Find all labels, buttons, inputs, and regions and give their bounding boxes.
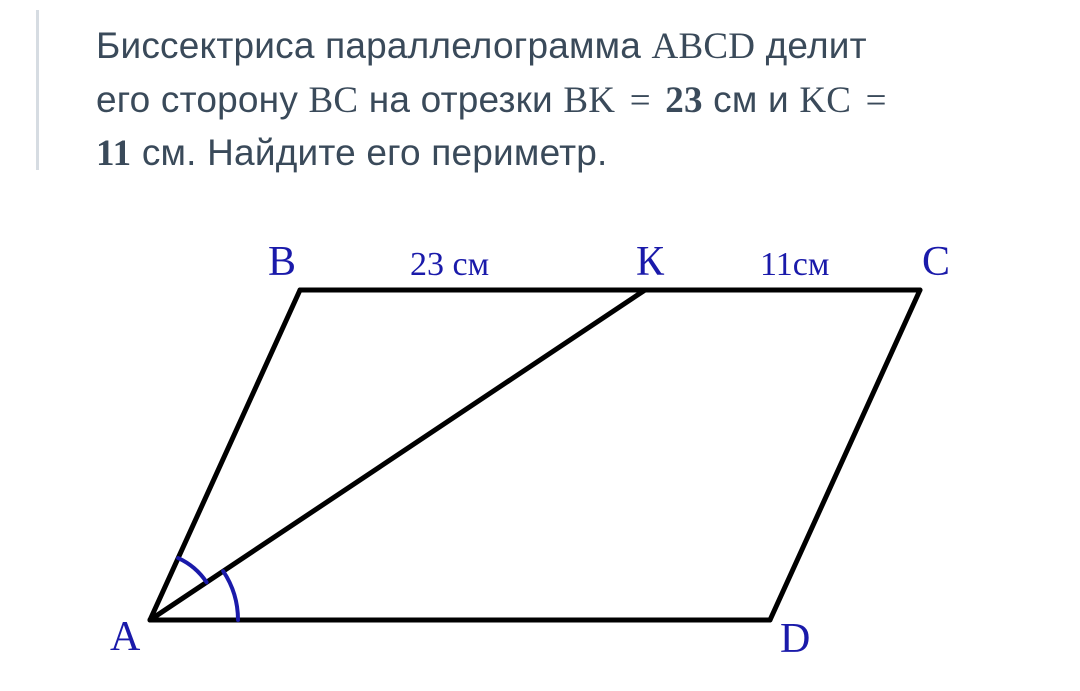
label-c: C xyxy=(922,239,950,285)
var-bk: BK xyxy=(563,80,615,121)
label-a: A xyxy=(110,614,141,660)
unit-cm: см xyxy=(713,79,757,120)
label-d: D xyxy=(780,616,810,662)
figure-svg: A B К C D 23 см 11см xyxy=(90,220,990,670)
text-fragment: его сторону xyxy=(96,79,309,120)
text-fragment: см. Найдите его периметр. xyxy=(142,132,608,173)
left-rule xyxy=(36,10,39,170)
val-bk: 23 xyxy=(665,80,702,121)
equals-sign: = xyxy=(862,80,891,121)
text-fragment: на отрезки xyxy=(369,79,564,120)
label-k: К xyxy=(636,239,665,285)
text-fragment: делит xyxy=(766,25,867,66)
var-abcd: ABCD xyxy=(652,26,756,67)
text-fragment: и xyxy=(768,79,799,120)
page-root: Биссектриса параллелограмма ABCD делит е… xyxy=(0,0,1080,691)
var-bc: BC xyxy=(309,80,359,121)
label-b: B xyxy=(268,239,296,285)
dim-bk: 23 см xyxy=(410,246,489,283)
angle-arc-bak xyxy=(178,558,206,582)
val-kc: 11 xyxy=(96,133,131,174)
dim-kc: 11см xyxy=(760,246,829,283)
text-fragment: Биссектриса параллелограмма xyxy=(96,25,652,66)
angle-arc-kad xyxy=(223,571,238,620)
problem-statement: Биссектриса параллелограмма ABCD делит е… xyxy=(96,20,1040,181)
var-kc: KC xyxy=(799,80,851,121)
equals-sign: = xyxy=(626,80,655,121)
edge-cd xyxy=(770,290,920,620)
parallelogram-figure: A B К C D 23 см 11см xyxy=(90,220,990,670)
